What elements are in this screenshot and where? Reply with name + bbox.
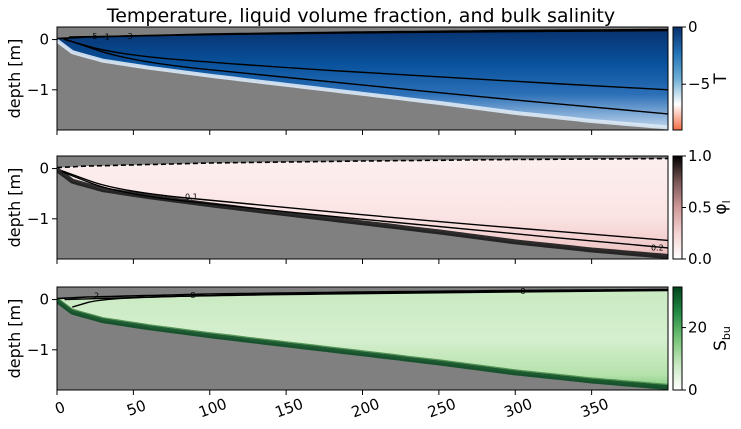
bottom-rim xyxy=(57,39,668,130)
colorbar-tick-label: 20 xyxy=(688,319,707,337)
colorbar-tick-label: 0 xyxy=(688,18,698,36)
bottom-rim-inner xyxy=(57,297,668,386)
xtick-label: 0 xyxy=(52,398,67,418)
contour-label-2: -1 xyxy=(102,33,110,42)
y-axis-label: depth [m] xyxy=(5,168,24,248)
colorbar-label: Sbu xyxy=(711,326,733,351)
contour-label-2: 0.2 xyxy=(651,243,664,252)
contour-line-1 xyxy=(69,29,668,38)
contour-line-2 xyxy=(61,170,668,249)
contour-label-1: 2 xyxy=(94,292,99,301)
figure-title: Temperature, liquid volume fraction, and… xyxy=(106,5,615,27)
xtick-label: 250 xyxy=(425,395,458,422)
colorbar-label-sub: l xyxy=(720,200,733,203)
ytick-label: −1 xyxy=(27,81,49,99)
colorbar: 0.0 0.5 1.0 φl xyxy=(672,147,733,268)
contour-label-2: 8 xyxy=(190,291,195,300)
plot-area: 2 8 8 xyxy=(57,287,668,390)
colorbar-gradient xyxy=(672,26,683,131)
plot-area: 0.1 0.2 xyxy=(57,156,668,259)
ytick-label: 0 xyxy=(39,291,49,309)
colorbar-label-main: φ xyxy=(711,203,731,214)
ice-field xyxy=(57,158,668,257)
plot-area: -5 -1 -3 xyxy=(57,27,668,130)
xtick-label: 200 xyxy=(349,395,382,422)
colorbar-gradient xyxy=(672,155,683,260)
ytick-label: −1 xyxy=(27,210,49,228)
y-axis-label: depth [m] xyxy=(5,299,24,379)
contour-line-1 xyxy=(61,169,668,242)
colorbar-tick-label: −5 xyxy=(688,75,710,93)
xtick-label: 50 xyxy=(124,396,148,419)
colorbar-tick-label: 0.0 xyxy=(688,250,712,268)
colorbar-label: φl xyxy=(711,200,733,214)
ytick-label: 0 xyxy=(39,31,49,49)
contour-label-1: 0.1 xyxy=(185,193,198,202)
colorbar-label-main: T xyxy=(711,73,731,85)
ytick-label: −1 xyxy=(27,341,49,359)
surface-line xyxy=(57,157,668,169)
xtick-label: 350 xyxy=(578,395,611,422)
y-axis-label: depth [m] xyxy=(5,39,24,119)
contour-label-3: 8 xyxy=(520,287,525,296)
colorbar-tick-label: 1.0 xyxy=(688,147,712,165)
colorbar-tick-label: 0.5 xyxy=(688,199,712,217)
colorbar-label: T xyxy=(711,73,731,85)
ice-field xyxy=(57,29,668,128)
colorbar: 0 −5 T xyxy=(672,18,731,131)
contour-line-2 xyxy=(64,289,668,301)
bottom-rim xyxy=(57,298,668,390)
ice-field xyxy=(57,289,668,388)
colorbar-label-sub: bu xyxy=(720,326,733,340)
ytick-label: 0 xyxy=(39,160,49,178)
colorbar-gradient xyxy=(672,286,683,391)
xtick-label: 150 xyxy=(273,395,306,422)
contour-label-3: -3 xyxy=(125,32,133,41)
xtick-label: 300 xyxy=(502,395,535,422)
colorbar-tick-label: 0 xyxy=(688,381,698,399)
contour-line-3 xyxy=(515,289,578,292)
contour-line-2 xyxy=(64,38,668,91)
xtick-label: 100 xyxy=(196,395,229,422)
contour-line-3 xyxy=(62,37,668,115)
contour-label-1: -5 xyxy=(90,32,98,41)
colorbar-label-main: S xyxy=(711,340,731,351)
